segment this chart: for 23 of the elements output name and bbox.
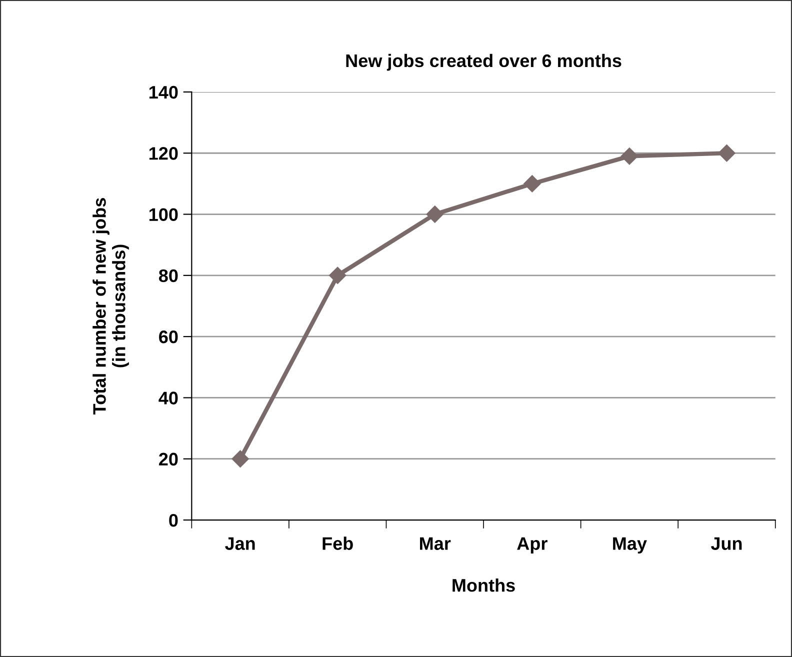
point: [620, 148, 638, 165]
point: [524, 175, 541, 192]
x-tick-label: Jun: [710, 537, 742, 550]
point: [718, 144, 736, 162]
y-tick-label: 140: [149, 86, 178, 99]
x-tick-label: Feb: [322, 536, 353, 550]
y-axis-title: Total number of new jobs (in thousands): [92, 198, 129, 414]
x-tick-label: Jan: [225, 537, 255, 550]
y-tick-label: 20: [159, 452, 178, 466]
point: [329, 266, 346, 284]
x-tick-label: May: [613, 537, 647, 554]
x-tick-label: Mar: [420, 537, 451, 550]
point: [232, 450, 249, 468]
point: [426, 206, 444, 223]
y-tick-label: 0: [169, 514, 178, 527]
x-tick-label: Apr: [517, 537, 548, 554]
chart-title: New jobs created over 6 months: [346, 54, 622, 71]
y-tick-label: 100: [149, 208, 178, 221]
y-tick-label: 40: [158, 392, 178, 404]
y-tick-label: 80: [158, 269, 178, 282]
y-tick-label: 60: [159, 330, 178, 344]
x-axis-title: Months: [452, 578, 515, 592]
y-tick-label: 120: [149, 147, 178, 160]
